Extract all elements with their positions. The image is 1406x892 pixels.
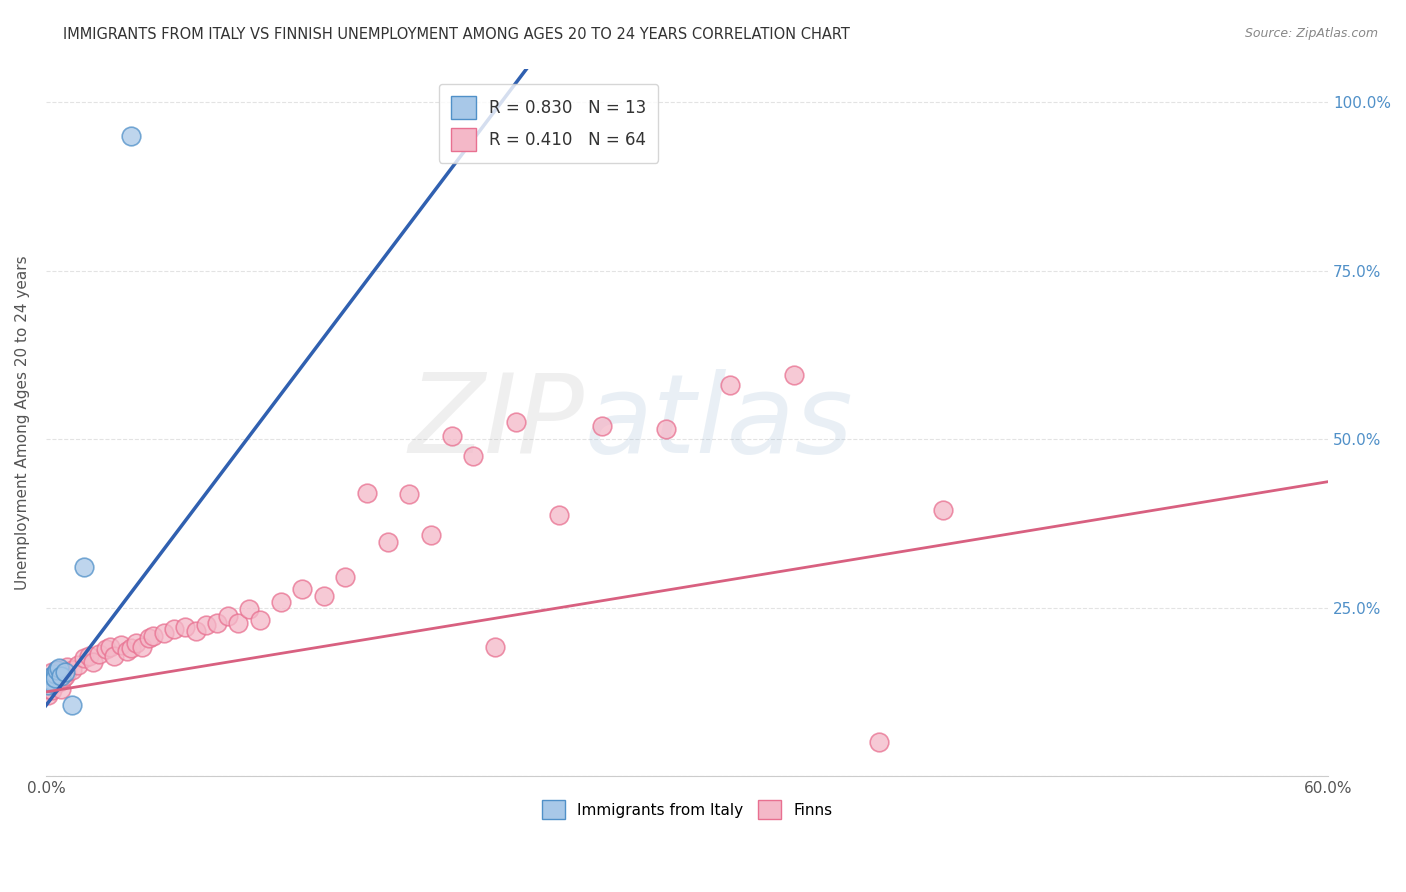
Text: Source: ZipAtlas.com: Source: ZipAtlas.com: [1244, 27, 1378, 40]
Point: [48, 666, 70, 681]
Point: [505, 415, 527, 429]
Point: [41, 669, 63, 683]
Point: [591, 418, 613, 433]
Point: [440, 429, 463, 443]
Point: [238, 602, 260, 616]
Point: [44, 672, 66, 686]
Point: [217, 608, 239, 623]
Point: [49, 663, 72, 677]
Point: [41, 676, 63, 690]
Text: IMMIGRANTS FROM ITALY VS FINNISH UNEMPLOYMENT AMONG AGES 20 TO 24 YEARS CORRELAT: IMMIGRANTS FROM ITALY VS FINNISH UNEMPLO…: [63, 27, 851, 42]
Point: [49, 669, 72, 683]
Point: [66, 657, 89, 672]
Point: [37, 688, 59, 702]
Point: [270, 595, 292, 609]
Point: [398, 487, 420, 501]
Point: [163, 622, 186, 636]
Point: [333, 570, 356, 584]
Point: [110, 638, 132, 652]
Text: ZIP: ZIP: [409, 369, 585, 475]
Point: [138, 631, 160, 645]
Point: [195, 617, 218, 632]
Point: [103, 649, 125, 664]
Point: [142, 629, 165, 643]
Point: [249, 613, 271, 627]
Point: [120, 641, 142, 656]
Y-axis label: Unemployment Among Ages 20 to 24 years: Unemployment Among Ages 20 to 24 years: [15, 255, 30, 590]
Point: [44, 669, 66, 683]
Point: [53, 665, 76, 679]
Point: [37, 678, 59, 692]
Point: [312, 589, 335, 603]
Point: [718, 378, 741, 392]
Point: [60, 698, 83, 713]
Point: [125, 636, 148, 650]
Point: [39, 673, 62, 688]
Point: [48, 674, 70, 689]
Point: [120, 128, 142, 143]
Point: [932, 503, 955, 517]
Point: [173, 619, 195, 633]
Point: [152, 626, 174, 640]
Text: atlas: atlas: [585, 369, 853, 475]
Point: [56, 665, 79, 679]
Point: [77, 649, 100, 664]
Point: [41, 682, 63, 697]
Point: [44, 666, 66, 681]
Point: [45, 663, 67, 677]
Point: [205, 615, 228, 630]
Point: [654, 422, 676, 436]
Point: [547, 508, 569, 522]
Point: [98, 640, 121, 654]
Point: [115, 644, 138, 658]
Point: [37, 681, 59, 696]
Point: [45, 672, 67, 686]
Point: [463, 449, 485, 463]
Point: [49, 681, 72, 696]
Point: [39, 672, 62, 686]
Point: [60, 663, 83, 677]
Point: [56, 660, 79, 674]
Point: [184, 624, 207, 639]
Point: [94, 642, 117, 657]
Legend: Immigrants from Italy, Finns: Immigrants from Italy, Finns: [536, 794, 838, 825]
Point: [131, 640, 153, 654]
Point: [82, 655, 104, 669]
Point: [53, 669, 76, 683]
Point: [377, 534, 399, 549]
Point: [48, 661, 70, 675]
Point: [41, 674, 63, 689]
Point: [291, 582, 314, 596]
Point: [226, 615, 249, 630]
Point: [52, 672, 75, 686]
Point: [45, 663, 67, 677]
Point: [783, 368, 806, 383]
Point: [484, 640, 506, 654]
Point: [73, 560, 96, 574]
Point: [868, 735, 890, 749]
Point: [419, 528, 441, 542]
Point: [44, 676, 66, 690]
Point: [73, 651, 96, 665]
Point: [89, 647, 111, 661]
Point: [39, 678, 62, 692]
Point: [41, 665, 63, 679]
Point: [356, 486, 378, 500]
